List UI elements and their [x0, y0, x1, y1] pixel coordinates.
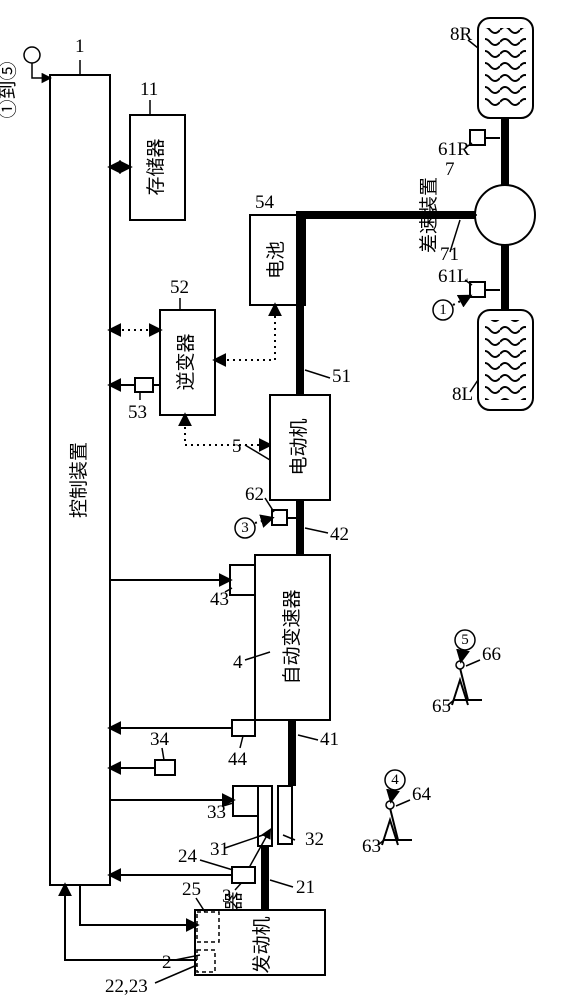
battery-num: 54 [255, 192, 275, 213]
sensor-61r [470, 130, 485, 145]
clutch-plate-left [258, 786, 272, 846]
atrans-num: 4 [233, 652, 243, 673]
num-22-23: 22,23 [105, 976, 148, 997]
num-63: 63 [362, 836, 381, 857]
inverter-label: 逆变器 [175, 333, 197, 390]
diagram-canvas: 控制装置 1 ①到⑤ 存储器 11 电池 54 逆变器 52 53 电动机 5 … [0, 0, 561, 1000]
num-66: 66 [482, 644, 501, 665]
num-42: 42 [330, 524, 349, 545]
sensor-44 [232, 720, 255, 736]
sensor-34 [155, 760, 175, 775]
pedal-accelerator [382, 801, 412, 845]
clutch-num: 3 [222, 886, 232, 907]
engine-num: 2 [162, 952, 172, 973]
num-65: 65 [432, 696, 451, 717]
circled-4: 4 [391, 772, 399, 788]
motor-label: 电动机 [288, 418, 310, 475]
num-44: 44 [228, 749, 248, 770]
actuator-33 [233, 786, 258, 816]
engine-label: 发动机 [251, 916, 273, 973]
diff-gear [475, 185, 535, 245]
circled-5: 5 [461, 632, 469, 648]
num-43: 43 [210, 589, 229, 610]
num-53: 53 [128, 402, 147, 423]
battery-label: 电池 [265, 241, 287, 279]
actuator-43 [230, 565, 255, 595]
num-34: 34 [150, 729, 170, 750]
num-61r: 61R [438, 139, 470, 160]
sensor-24 [232, 867, 255, 883]
wheel-l-label: 8L [452, 384, 473, 405]
atrans-label: 自动变速器 [281, 589, 303, 684]
sensor-53 [135, 378, 153, 392]
motor-num: 5 [232, 436, 242, 457]
num-64: 64 [412, 784, 432, 805]
memory-num: 11 [140, 79, 158, 100]
inverter-num: 52 [170, 277, 189, 298]
num-25: 25 [182, 879, 201, 900]
num-41: 41 [320, 729, 339, 750]
pedal-brake [452, 661, 482, 705]
num-32: 32 [305, 829, 324, 850]
wheel-left [478, 310, 533, 410]
num-62: 62 [245, 484, 264, 505]
controller-num: 1 [75, 36, 85, 57]
circled-3: 3 [241, 520, 249, 536]
controller-label: 控制装置 [68, 442, 90, 518]
num-61l: 61L [438, 266, 469, 287]
num-24: 24 [178, 846, 198, 867]
diff-num: 7 [445, 159, 455, 180]
num-71: 71 [440, 244, 459, 265]
sensor-62 [272, 510, 287, 525]
num-31: 31 [210, 839, 229, 860]
memory-label: 存储器 [145, 138, 167, 195]
num-51: 51 [332, 366, 351, 387]
wheel-right [478, 18, 533, 118]
sensor-61l [470, 282, 485, 297]
num-21: 21 [296, 877, 315, 898]
circled-1: 1 [439, 302, 447, 318]
range-label: ①到⑤ [0, 61, 19, 118]
num-33: 33 [207, 802, 226, 823]
